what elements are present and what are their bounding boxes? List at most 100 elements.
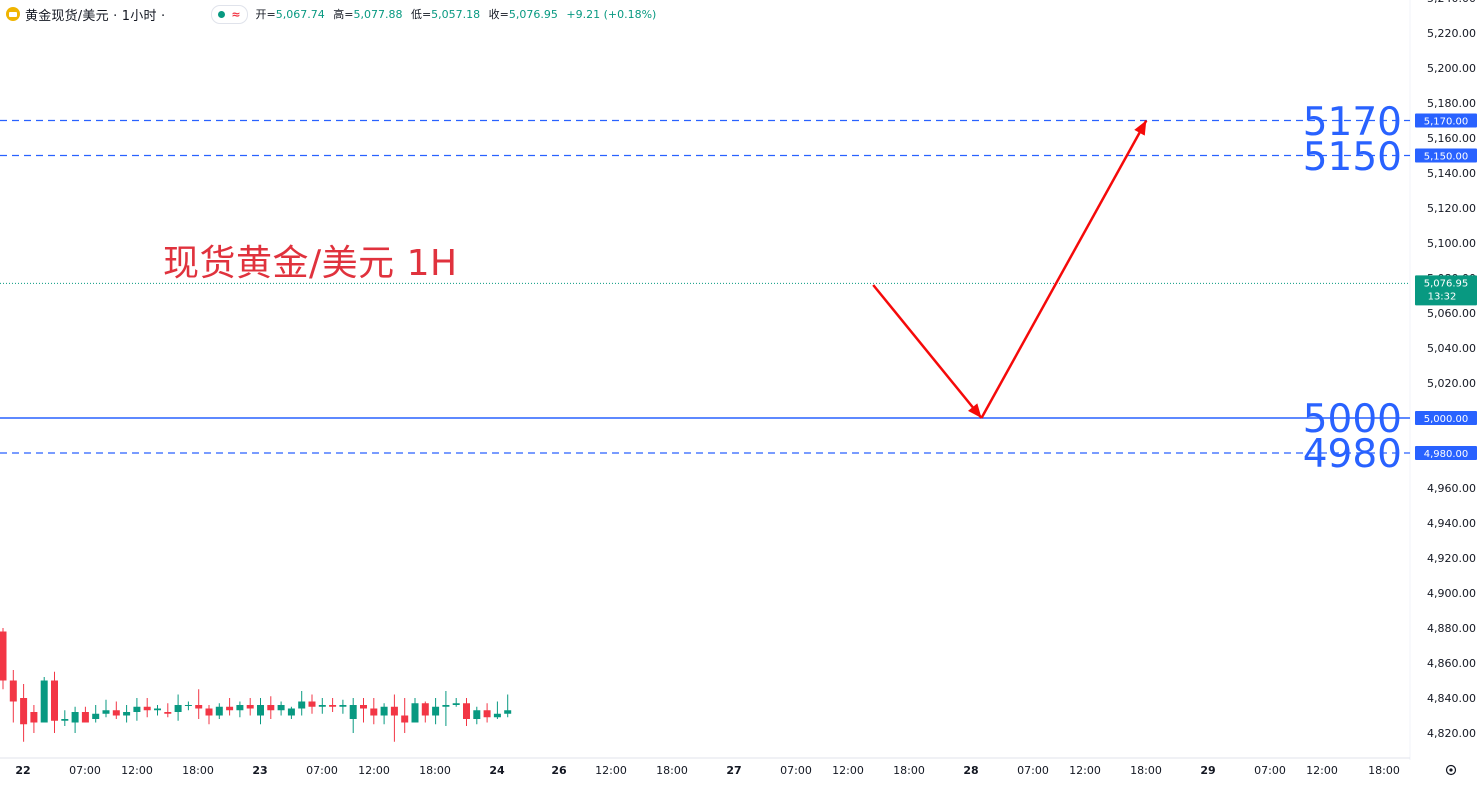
time-tick-label: 18:00	[1368, 764, 1400, 777]
price-tick-label: 5,220.00	[1427, 27, 1476, 40]
gold-coin-icon	[6, 7, 20, 21]
change-value: +9.21 (+0.18%)	[566, 8, 657, 21]
candle-body	[133, 706, 141, 712]
candle-body	[246, 705, 254, 709]
settings-gear-icon[interactable]	[1445, 764, 1457, 776]
candle-body	[102, 710, 110, 714]
candle-body	[370, 708, 378, 716]
candle-body	[20, 698, 28, 725]
time-tick-label: 29	[1200, 764, 1215, 777]
candle-body	[184, 705, 192, 706]
close-value: 5,076.95	[508, 8, 558, 21]
ohlc-readout: 开=5,067.74 高=5,077.88 低=5,057.18 收=5,076…	[255, 8, 657, 21]
candle-body	[401, 715, 409, 723]
price-tick-label: 4,900.00	[1427, 587, 1476, 600]
candle-body	[205, 708, 213, 716]
candle-body	[174, 705, 182, 712]
price-tick-label: 4,940.00	[1427, 517, 1476, 530]
forecast-arrows	[872, 119, 1148, 419]
level-text-5150: 5150	[1302, 135, 1402, 180]
price-tick-label: 5,020.00	[1427, 377, 1476, 390]
candle-body	[452, 703, 460, 705]
candle-body	[277, 705, 285, 711]
candle-body	[195, 705, 203, 709]
symbol-header: 黄金现货/美元 · 1小时 · ≈ 开=5,067.74 高=5,077.88 …	[6, 4, 656, 24]
time-tick-label: 23	[252, 764, 267, 777]
candle-body	[236, 705, 244, 711]
time-tick-label: 12:00	[358, 764, 390, 777]
price-tick-label: 5,060.00	[1427, 307, 1476, 320]
market-status-pill[interactable]: ≈	[211, 4, 248, 24]
candle-body	[339, 705, 347, 707]
price-tick-label: 5,140.00	[1427, 167, 1476, 180]
time-tick-label: 07:00	[306, 764, 338, 777]
price-tick-label: 5,120.00	[1427, 202, 1476, 215]
time-tick-label: 24	[489, 764, 505, 777]
level-price-label: 5,170.00	[1424, 117, 1469, 128]
price-tick-label: 4,960.00	[1427, 482, 1476, 495]
gear-hub	[1449, 768, 1453, 772]
candle-body	[40, 680, 48, 723]
candle-body	[81, 712, 89, 723]
candle-body	[432, 706, 440, 716]
price-tick-label: 4,880.00	[1427, 622, 1476, 635]
gear-ring	[1445, 764, 1457, 776]
arrow-up-head-icon	[1134, 120, 1147, 136]
price-tick-label: 4,860.00	[1427, 657, 1476, 670]
candle-body	[411, 703, 419, 723]
candle-body	[287, 708, 295, 716]
candle-body	[504, 710, 512, 714]
candle-body	[154, 708, 161, 711]
time-tick-label: 07:00	[1254, 764, 1286, 777]
candle-body	[51, 680, 58, 721]
level-price-tag	[1415, 113, 1477, 128]
candle-body	[421, 703, 429, 716]
price-tick-label: 4,920.00	[1427, 552, 1476, 565]
candle-body	[257, 705, 264, 716]
arrow-up-shaft	[980, 119, 1148, 419]
candle-body	[61, 719, 69, 721]
time-tick-label: 07:00	[69, 764, 101, 777]
level-text-4980: 4980	[1302, 432, 1402, 477]
time-tick-label: 22	[15, 764, 30, 777]
candle-body	[329, 705, 337, 707]
symbol-title[interactable]: 黄金现货/美元 · 1小时 ·	[25, 8, 166, 24]
market-open-dot-icon	[218, 10, 226, 18]
level-price-tag	[1415, 446, 1477, 460]
level-price-label: 5,150.00	[1424, 152, 1469, 163]
open-value: 5,067.74	[275, 8, 325, 21]
time-tick-label: 12:00	[595, 764, 627, 777]
candle-body	[483, 710, 491, 718]
candle-body	[164, 712, 172, 714]
level-text-5170: 5170	[1302, 100, 1402, 145]
candle-body	[267, 705, 275, 711]
level-text-5000: 5000	[1302, 397, 1402, 442]
time-tick-label: 07:00	[780, 764, 812, 777]
candle-body	[226, 706, 234, 711]
candle-body	[308, 701, 316, 707]
candle-body	[71, 712, 79, 723]
price-tick-label: 5,100.00	[1427, 237, 1476, 250]
price-tick-label: 4,820.00	[1427, 727, 1476, 740]
arrow-down-shaft	[872, 284, 983, 419]
price-tick-label: 5,200.00	[1427, 62, 1476, 75]
candle-body	[318, 705, 326, 707]
low-value: 5,057.18	[431, 8, 481, 21]
candle-body	[463, 703, 470, 719]
candle-body	[9, 680, 17, 702]
price-tick-label: 5,180.00	[1427, 97, 1476, 110]
candle-body	[298, 701, 306, 709]
time-tick-label: 12:00	[121, 764, 153, 777]
time-tick-label: 26	[551, 764, 567, 777]
chart-annotation: 现货黄金/美元 1H	[163, 243, 458, 284]
price-tick-label: 5,160.00	[1427, 132, 1476, 145]
candle-body	[349, 705, 357, 719]
candle-body	[0, 631, 7, 681]
current-price-tag	[1415, 275, 1477, 306]
candle-body	[30, 712, 38, 723]
time-tick-label: 12:00	[832, 764, 864, 777]
time-tick-label: 18:00	[419, 764, 451, 777]
time-tick-label: 28	[963, 764, 978, 777]
high-value: 5,077.88	[353, 8, 403, 21]
